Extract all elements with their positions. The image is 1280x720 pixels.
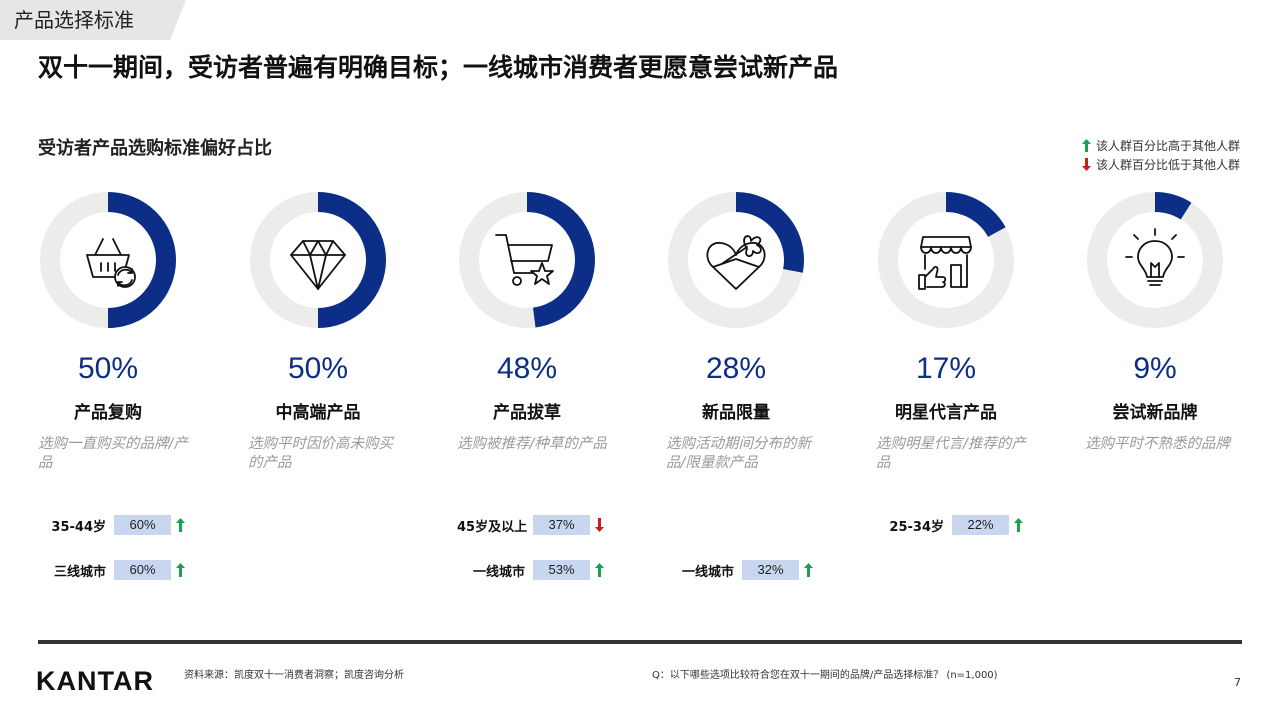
cart-star-icon: [495, 234, 554, 286]
arrow-up-icon: [595, 563, 604, 577]
arrow-down-icon: [1081, 158, 1091, 171]
legend-up-label: 该人群百分比高于其他人群: [1095, 139, 1240, 153]
donut-svg: [459, 192, 595, 328]
survey-question: Q：以下哪些选项比较符合您在双十一期间的品牌/产品选择标准？ (n=1,000): [652, 670, 998, 681]
segment-group-label: 45岁及以上: [457, 519, 528, 535]
donut-ring: [876, 190, 1016, 330]
segment-value: 53%: [533, 560, 590, 580]
page-number: 7: [1234, 676, 1241, 689]
segment-group-label: 35-44岁: [51, 519, 106, 535]
segment-stat: 一线城市 53%: [457, 560, 604, 580]
donut-category-label: 产品复购: [74, 403, 142, 423]
donut-svg: [878, 192, 1014, 328]
segment-group-label: 25-34岁: [889, 519, 944, 535]
chart-subtitle: 受访者产品选购标准偏好占比: [38, 138, 272, 159]
donut-ring: [38, 190, 178, 330]
donut-svg: [250, 192, 386, 328]
donut-ring: [666, 190, 806, 330]
segment-stat: 三线城市 60%: [38, 560, 185, 580]
donut-category-label: 新品限量: [702, 403, 770, 423]
segment-stat: 35-44岁 60%: [38, 515, 185, 535]
page-headline: 双十一期间，受访者普遍有明确目标；一线城市消费者更愿意尝试新产品: [38, 53, 839, 82]
donut-description: 选购活动期间分布的新品/限量款产品: [666, 436, 811, 471]
donut-value-arc: [526, 192, 595, 328]
segment-stat: 25-34岁 22%: [876, 515, 1023, 535]
source-note: 资料来源：凯度双十一消费者洞察；凯度咨询分析: [184, 670, 404, 681]
segment-group-label: 一线城市: [472, 564, 525, 580]
donut-value-arc: [1154, 192, 1192, 220]
segment-group-label: 一线城市: [681, 564, 734, 580]
donut-description: 选购平时因价高未购买的产品: [248, 436, 393, 471]
donut-ring: [248, 190, 388, 330]
donut-description: 选购一直购买的品牌/产品: [38, 436, 188, 471]
donut-value-label: 50%: [287, 352, 349, 385]
footer-divider: [38, 640, 1242, 644]
donut-chart-row: 50% 产品复购选购一直购买的品牌/产品 35-44岁 60% 三线城市 60% 50% 中高…: [0, 190, 1280, 610]
donut-svg: [668, 192, 804, 328]
donut-description: 选购平时不熟悉的品牌: [1085, 436, 1230, 452]
donut-description: 选购明星代言/推荐的产品: [876, 436, 1026, 471]
donut-value-label: 17%: [915, 352, 977, 385]
section-tag: 产品选择标准: [0, 0, 186, 40]
donut-value-arc: [317, 192, 386, 328]
donut-description: 选购被推荐/种草的产品: [457, 436, 607, 452]
store-thumbs-up-icon: [918, 236, 972, 290]
donut-category-label: 明星代言产品: [895, 403, 997, 423]
arrow-down-icon: [595, 518, 604, 532]
donut-category-label: 产品拔草: [493, 403, 561, 423]
legend-up: 该人群百分比高于其他人群: [1081, 136, 1240, 155]
lightbulb-icon: [1125, 228, 1185, 286]
kantar-logo: KANTAR: [36, 666, 154, 696]
arrow-up-icon: [1014, 518, 1023, 532]
donut-category-label: 尝试新品牌: [1112, 403, 1198, 423]
basket-refresh-icon: [86, 238, 136, 288]
donut-ring: [1085, 190, 1225, 330]
segment-value: 22%: [952, 515, 1009, 535]
segment-stat: 一线城市 32%: [666, 560, 813, 580]
arrow-up-icon: [176, 518, 185, 532]
arrow-up-icon: [1081, 139, 1091, 152]
segment-value: 60%: [114, 515, 171, 535]
donut-value-arc: [945, 192, 1006, 238]
arrow-up-icon: [804, 563, 813, 577]
donut-svg: [40, 192, 176, 328]
donut-value-label: 50%: [77, 352, 139, 385]
donut-value-label: 9%: [1133, 352, 1177, 385]
segment-value: 32%: [742, 560, 799, 580]
donut-value-arc: [735, 192, 804, 273]
segment-value: 37%: [533, 515, 590, 535]
donut-value-label: 48%: [496, 352, 558, 385]
legend-down: 该人群百分比低于其他人群: [1081, 155, 1240, 174]
donut-svg: [1087, 192, 1223, 328]
legend: 该人群百分比高于其他人群 该人群百分比低于其他人群: [1081, 136, 1240, 174]
donut-value-label: 28%: [705, 352, 767, 385]
gift-heart-icon: [706, 235, 766, 290]
donut-category-label: 中高端产品: [275, 403, 361, 423]
segment-value: 60%: [114, 560, 171, 580]
segment-group-label: 三线城市: [53, 564, 106, 580]
arrow-up-icon: [176, 563, 185, 577]
legend-down-label: 该人群百分比低于其他人群: [1095, 158, 1240, 172]
donut-ring: [457, 190, 597, 330]
diamond-icon: [290, 240, 346, 290]
segment-stat: 45岁及以上 37%: [457, 515, 604, 535]
donut-value-arc: [107, 192, 176, 328]
